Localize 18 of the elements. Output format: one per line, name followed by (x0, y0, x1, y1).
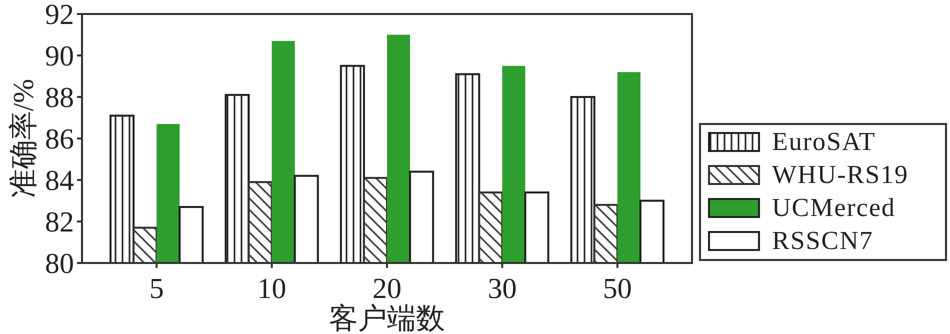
y-axis-title: 准确率/% (8, 78, 40, 198)
y-tick-label: 84 (45, 165, 74, 197)
y-tick-label: 86 (45, 124, 74, 156)
y-tick-label: 88 (45, 82, 74, 114)
y-tick-label: 82 (45, 206, 74, 238)
y-tick-label: 90 (45, 40, 74, 72)
x-tick-label: 10 (257, 273, 286, 305)
x-axis-title: 客户端数 (329, 303, 445, 334)
x-tick-label: 20 (372, 273, 402, 305)
y-tick-label: 92 (45, 0, 74, 31)
legend-label: RSSCN7 (772, 226, 874, 255)
x-tick-label: 30 (488, 273, 517, 305)
x-tick-label: 50 (602, 273, 632, 305)
legend-label: EuroSAT (772, 127, 876, 156)
legend-label: UCMerced (772, 193, 896, 222)
y-tick-label: 80 (45, 248, 74, 280)
legend-label: WHU-RS19 (772, 160, 909, 189)
x-tick-label: 5 (149, 273, 164, 305)
